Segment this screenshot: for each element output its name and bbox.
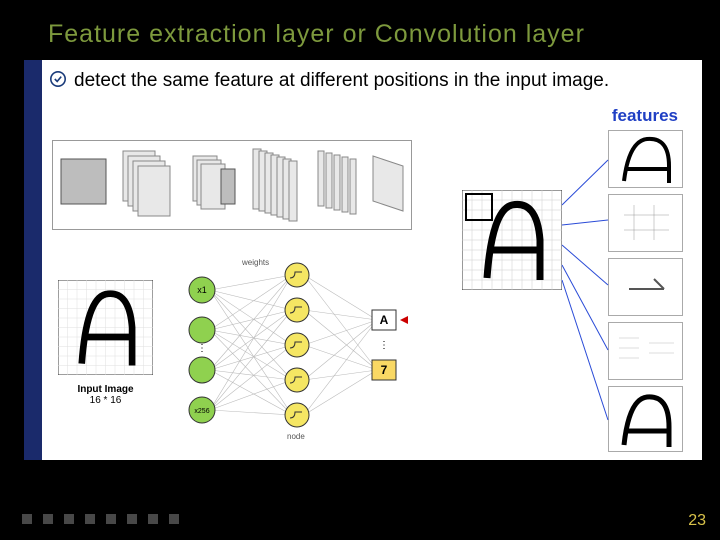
decor-square bbox=[64, 514, 74, 524]
cnn-pipeline-svg bbox=[53, 141, 413, 231]
decor-square bbox=[169, 514, 179, 524]
middle-grid bbox=[462, 190, 562, 290]
input-image-block: Input Image 16 * 16 bbox=[58, 280, 153, 406]
svg-text:x256: x256 bbox=[194, 408, 209, 415]
middle-grid-svg bbox=[462, 190, 562, 290]
node-label: node bbox=[287, 432, 305, 441]
features-column bbox=[608, 130, 688, 458]
svg-text:⋮: ⋮ bbox=[379, 340, 389, 351]
bullet-text: detect the same feature at different pos… bbox=[74, 68, 609, 94]
feature-box bbox=[608, 386, 683, 452]
bottom-squares bbox=[22, 514, 179, 524]
feature-box bbox=[608, 322, 683, 380]
svg-text:⋮: ⋮ bbox=[197, 343, 207, 354]
slide-title: Feature extraction layer or Convolution … bbox=[0, 0, 720, 57]
bullet-row: detect the same feature at different pos… bbox=[42, 60, 702, 94]
decor-square bbox=[127, 514, 137, 524]
input-image-label-text: Input Image bbox=[58, 384, 153, 395]
features-label: features bbox=[612, 106, 678, 126]
svg-text:7: 7 bbox=[381, 363, 388, 377]
decor-square bbox=[106, 514, 116, 524]
feature-box bbox=[608, 194, 683, 252]
cnn-pipeline-diagram bbox=[52, 140, 412, 230]
net-svg: x1 x256 ⋮ bbox=[182, 260, 422, 440]
neural-network-diagram: x1 x256 ⋮ bbox=[182, 260, 422, 440]
input-image-size: 16 * 16 bbox=[58, 395, 153, 406]
input-image-label: Input Image 16 * 16 bbox=[58, 384, 153, 406]
decor-square bbox=[85, 514, 95, 524]
decor-square bbox=[43, 514, 53, 524]
input-grid-svg bbox=[58, 280, 153, 375]
accent-bar bbox=[24, 60, 42, 460]
feature-box bbox=[608, 258, 683, 316]
bullet-icon bbox=[50, 71, 66, 87]
feature-box bbox=[608, 130, 683, 188]
svg-text:A: A bbox=[380, 313, 389, 327]
slide: Feature extraction layer or Convolution … bbox=[0, 0, 720, 540]
svg-text:x1: x1 bbox=[197, 285, 207, 295]
weights-label: weights bbox=[242, 258, 269, 267]
decor-square bbox=[148, 514, 158, 524]
page-number: 23 bbox=[688, 512, 706, 530]
content-area: detect the same feature at different pos… bbox=[42, 60, 702, 460]
decor-square bbox=[22, 514, 32, 524]
